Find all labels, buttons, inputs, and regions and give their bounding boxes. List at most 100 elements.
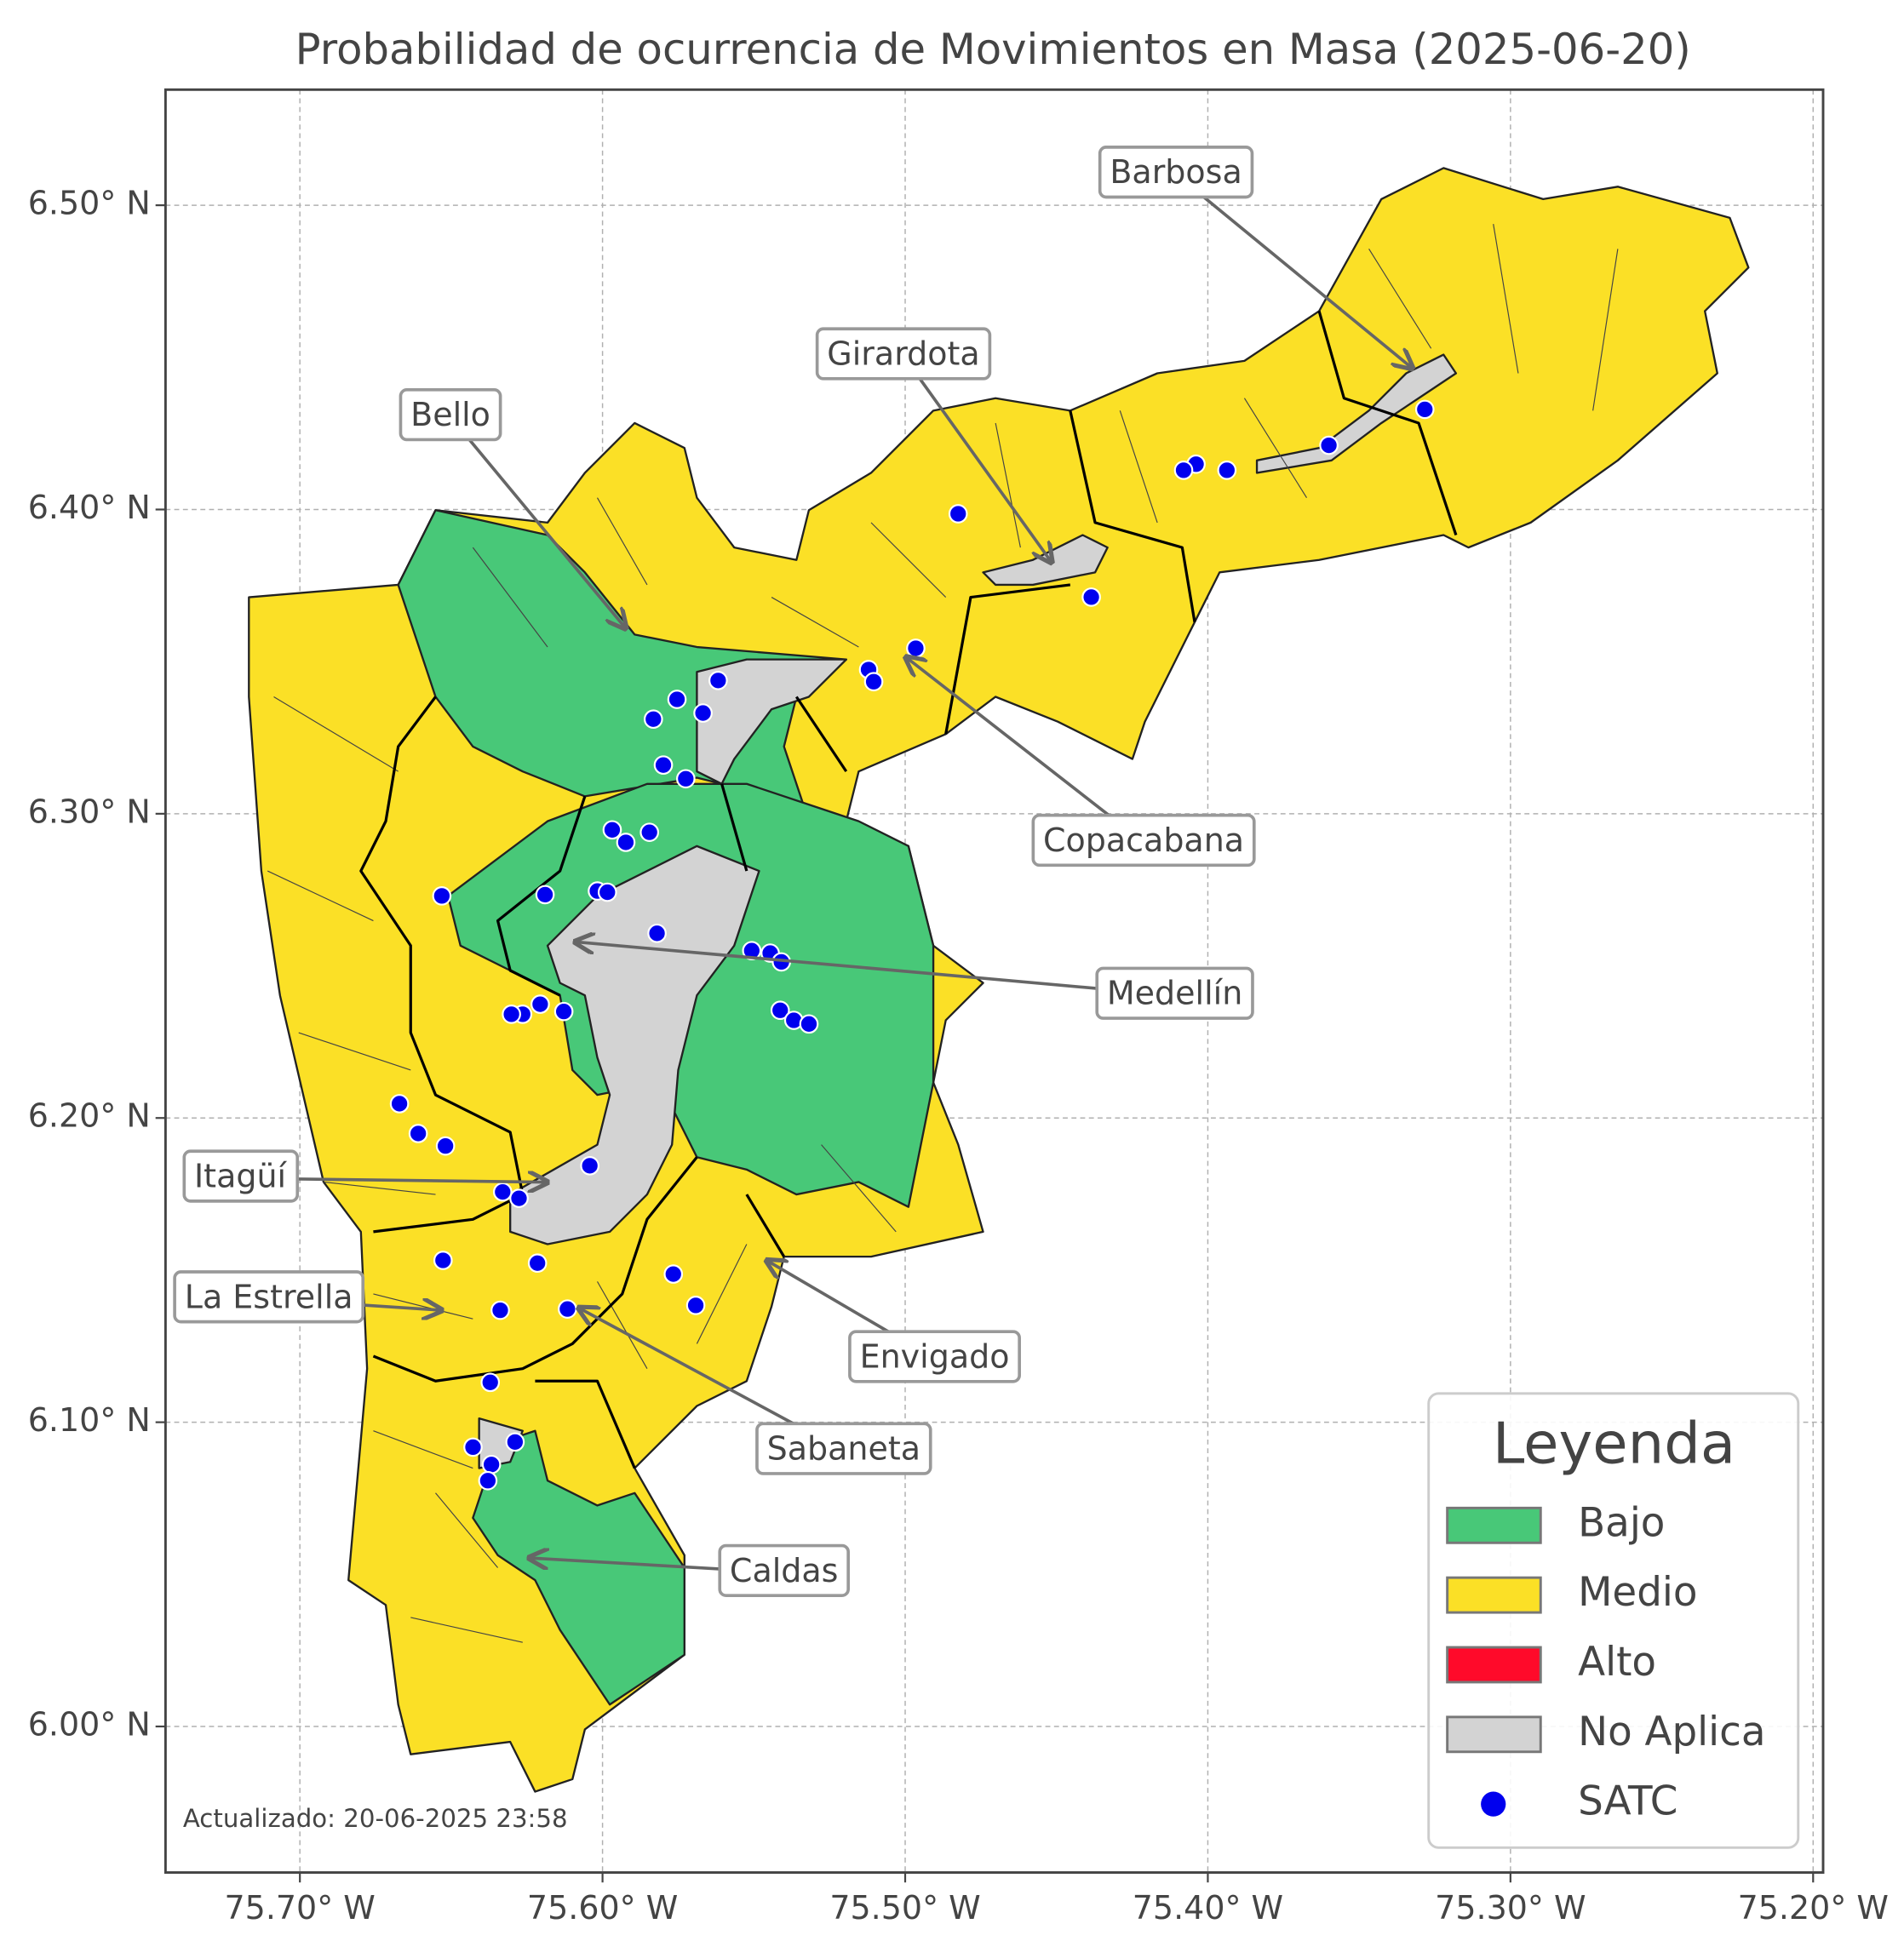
annotation: Sabaneta [755,1422,932,1475]
legend-label: No Aplica [1578,1709,1765,1755]
legend-label: Bajo [1578,1500,1665,1546]
station-point [463,1437,483,1457]
station-point [1217,461,1237,480]
annotation-box [399,388,502,442]
station-point [770,1000,790,1021]
annotation-box [1031,813,1256,867]
station-point [693,703,713,723]
y-tick-label: 6.00° N [28,1706,151,1743]
annotation-box [182,1149,300,1203]
station-point [492,1182,513,1202]
medio-region [248,167,1750,1793]
y-tick-label: 6.40° N [28,489,151,526]
plot-frame [163,88,1825,1875]
x-tick-label: 75.40° W [1133,1889,1283,1927]
legend-swatch [1446,1576,1542,1614]
annotation-label: Bello [410,396,490,433]
station-point [580,1156,599,1176]
no-aplica-region [1255,353,1458,474]
station-point [906,638,926,658]
x-tick-label: 75.30° W [1435,1889,1586,1927]
annotation-box [173,1270,365,1324]
annotation-label: Girardota [827,335,979,373]
annotation: Medellín [1095,966,1254,1020]
annotation-box [848,1330,1021,1383]
annotation-label: Itagüí [194,1158,288,1195]
y-tick-label: 6.50° N [28,185,151,222]
annotation-label: Medellín [1107,975,1242,1012]
axes: 75.70° W 75.60° W 75.50° W 75.40° W 75.30° W… [28,185,1889,1927]
stations [389,399,1435,1491]
legend-title: Leyenda [1493,1410,1735,1476]
legend-marker [1481,1791,1506,1817]
station-point [863,672,884,692]
station-point [647,923,667,943]
y-tick-label: 6.30° N [28,793,151,830]
station-point [509,1188,529,1208]
station-point [616,833,636,852]
annotation-label: La Estrella [185,1278,353,1315]
station-point [553,1001,574,1022]
station-point [478,1470,498,1491]
station-point [408,1124,428,1143]
annotation: Caldas [718,1543,850,1597]
annotation-box [1095,966,1254,1020]
legend-swatch [1446,1646,1542,1684]
station-point [1173,461,1194,480]
station-point [505,1432,525,1452]
station-point [433,1251,453,1270]
station-point [685,1296,706,1315]
annotation-arrow [449,415,626,629]
annotation-arrow [902,354,1052,563]
map-title: Probabilidad de ocurrencia de Movimiento… [295,25,1691,74]
bajo-region [472,1429,685,1706]
legend-swatch [1446,1715,1542,1754]
annotation: Girardota [815,327,992,381]
legend-label: SATC [1578,1779,1677,1825]
legend: Leyenda Bajo Medio Alto No Aplica SATC [1427,1392,1800,1849]
annotation: Copacabana [1031,813,1256,867]
station-point [530,994,550,1014]
station-point [1414,399,1435,420]
annotation-label: Caldas [730,1552,839,1589]
footnote: Actualizado: 20-06-2025 23:58 [183,1804,568,1833]
x-tick-label: 75.50° W [829,1889,980,1927]
annotation: Barbosa [1098,146,1254,199]
station-point [653,755,674,776]
annotation: Itagüí [182,1149,300,1203]
station-point [708,671,728,690]
station-point [490,1300,510,1320]
y-tick-label: 6.10° N [28,1401,151,1439]
station-point [948,504,968,524]
legend-label: Medio [1578,1570,1697,1616]
x-tick-label: 75.70° W [224,1889,375,1927]
station-point [535,885,555,905]
annotation-box [755,1422,932,1475]
legend-label: Alto [1578,1640,1656,1686]
station-point [1319,435,1339,455]
x-tick-label: 75.60° W [527,1889,678,1927]
station-point [432,886,452,906]
annotation: Envigado [848,1330,1021,1383]
station-point [480,1372,501,1393]
annotation-box [815,327,992,381]
annotations: Barbosa Girardota Bello Copacabana Medellín I… [173,146,1413,1597]
station-point [667,690,687,709]
legend-swatch [1446,1506,1542,1544]
station-point [527,1253,548,1274]
municipal-boundaries [359,310,1458,1469]
station-point [742,941,762,961]
station-point [435,1136,456,1156]
station-point [1081,587,1101,607]
station-point [799,1014,819,1034]
station-point [639,822,660,842]
annotation-label: Copacabana [1043,822,1244,859]
annotation-arrow [906,657,1145,844]
annotation-arrow [575,942,1175,998]
annotation-label: Envigado [860,1337,1010,1375]
annotation-box [718,1543,850,1597]
station-point [558,1299,577,1320]
no-aplica-region [696,658,847,785]
annotation-arrow [1174,173,1413,369]
